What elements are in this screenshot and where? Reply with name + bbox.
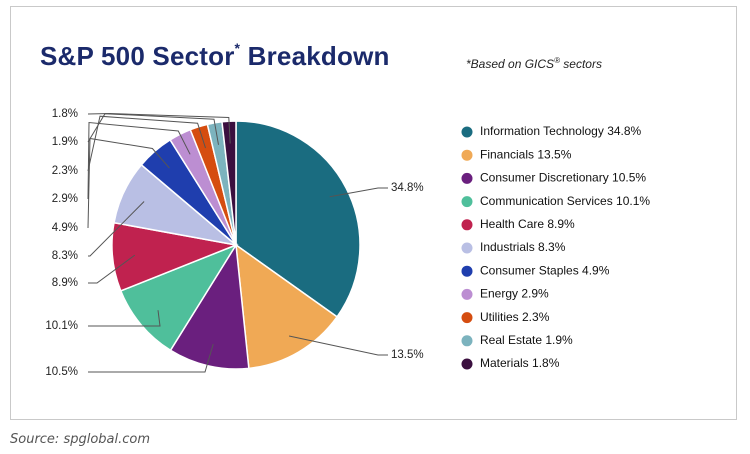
title-tail: Breakdown <box>240 41 390 71</box>
legend-label-real-estate: Real Estate 1.9% <box>480 333 573 347</box>
leader-line-consumer-staples <box>87 137 170 229</box>
legend-swatch-communication-services <box>461 196 473 208</box>
legend-label-industrials: Industrials 8.3% <box>480 240 566 254</box>
legend-label-information-technology: Information Technology 34.8% <box>480 124 642 138</box>
leader-line-consumer-discretionary <box>88 343 214 373</box>
pie-slice-communication-services <box>119 243 238 352</box>
leader-line-health-care <box>88 254 136 284</box>
legend-swatch-information-technology <box>461 126 473 138</box>
slice-label-consumer-staples: 4.9% <box>52 222 78 234</box>
slice-labels: 34.8% 13.5% 10.5% 10.1% 8.9% 8.3% 4.9% 2.9% 2.3%… <box>45 108 423 378</box>
leader-line-real-estate <box>87 113 219 145</box>
legend-label-consumer-discretionary: Consumer Discretionary 10.5% <box>480 171 646 185</box>
slice-label-financials: 13.5% <box>391 349 424 361</box>
leader-line-financials <box>288 335 388 356</box>
leader-line-industrials <box>88 201 145 257</box>
slice-label-communication-services: 10.1% <box>45 320 78 332</box>
legend-label-energy: Energy 2.9% <box>480 287 549 301</box>
slice-label-information-technology: 34.8% <box>391 182 424 194</box>
leader-line-information-technology <box>329 187 388 198</box>
source-note: Source: spglobal.com <box>10 432 151 447</box>
leader-lines <box>87 112 388 373</box>
leader-line-materials <box>87 112 231 144</box>
subtitle-registered: ® <box>554 56 560 65</box>
slice-label-consumer-discretionary: 10.5% <box>45 366 78 378</box>
pie-slice-information-technology <box>235 120 361 318</box>
leader-line-utilities <box>87 115 206 172</box>
legend-label-materials: Materials 1.8% <box>480 356 560 370</box>
pie-slices <box>111 120 361 370</box>
slice-label-utilities: 2.3% <box>52 165 78 177</box>
legend-label-financials: Financials 13.5% <box>480 147 572 161</box>
chart-subtitle: *Based on GICS® sectors <box>466 56 602 71</box>
legend-label-health-care: Health Care 8.9% <box>480 217 575 231</box>
leader-line-communication-services <box>88 310 161 327</box>
subtitle-post: sectors <box>559 57 602 71</box>
legend-swatch-financials <box>461 149 473 161</box>
legend-swatch-industrials <box>461 242 473 254</box>
legend-swatch-energy <box>461 288 473 300</box>
title-main: S&P 500 Sector <box>40 41 235 71</box>
slice-label-real-estate: 1.9% <box>52 136 78 148</box>
legend-swatch-utilities <box>461 312 473 324</box>
slice-label-health-care: 8.9% <box>52 277 78 289</box>
slice-label-materials: 1.8% <box>52 108 78 120</box>
title-asterisk: * <box>234 40 241 56</box>
leader-line-energy <box>87 121 191 200</box>
chart-title: S&P 500 Sector* Breakdown <box>40 40 390 72</box>
slice-label-energy: 2.9% <box>52 193 78 205</box>
legend-label-utilities: Utilities 2.3% <box>480 310 550 324</box>
legend-label-consumer-staples: Consumer Staples 4.9% <box>480 263 610 277</box>
pie-slice-consumer-discretionary <box>169 242 250 370</box>
legend-swatch-consumer-staples <box>461 265 473 277</box>
legend-swatch-consumer-discretionary <box>461 172 473 184</box>
subtitle-pre: *Based on GICS <box>466 57 555 71</box>
legend-swatch-health-care <box>461 219 473 231</box>
legend-swatch-materials <box>461 358 473 370</box>
legend: Information Technology 34.8% Financials 1… <box>461 124 650 370</box>
slice-label-industrials: 8.3% <box>52 250 78 262</box>
legend-swatch-real-estate <box>461 335 473 347</box>
legend-label-communication-services: Communication Services 10.1% <box>480 194 650 208</box>
pie-slice-financials <box>235 243 339 370</box>
